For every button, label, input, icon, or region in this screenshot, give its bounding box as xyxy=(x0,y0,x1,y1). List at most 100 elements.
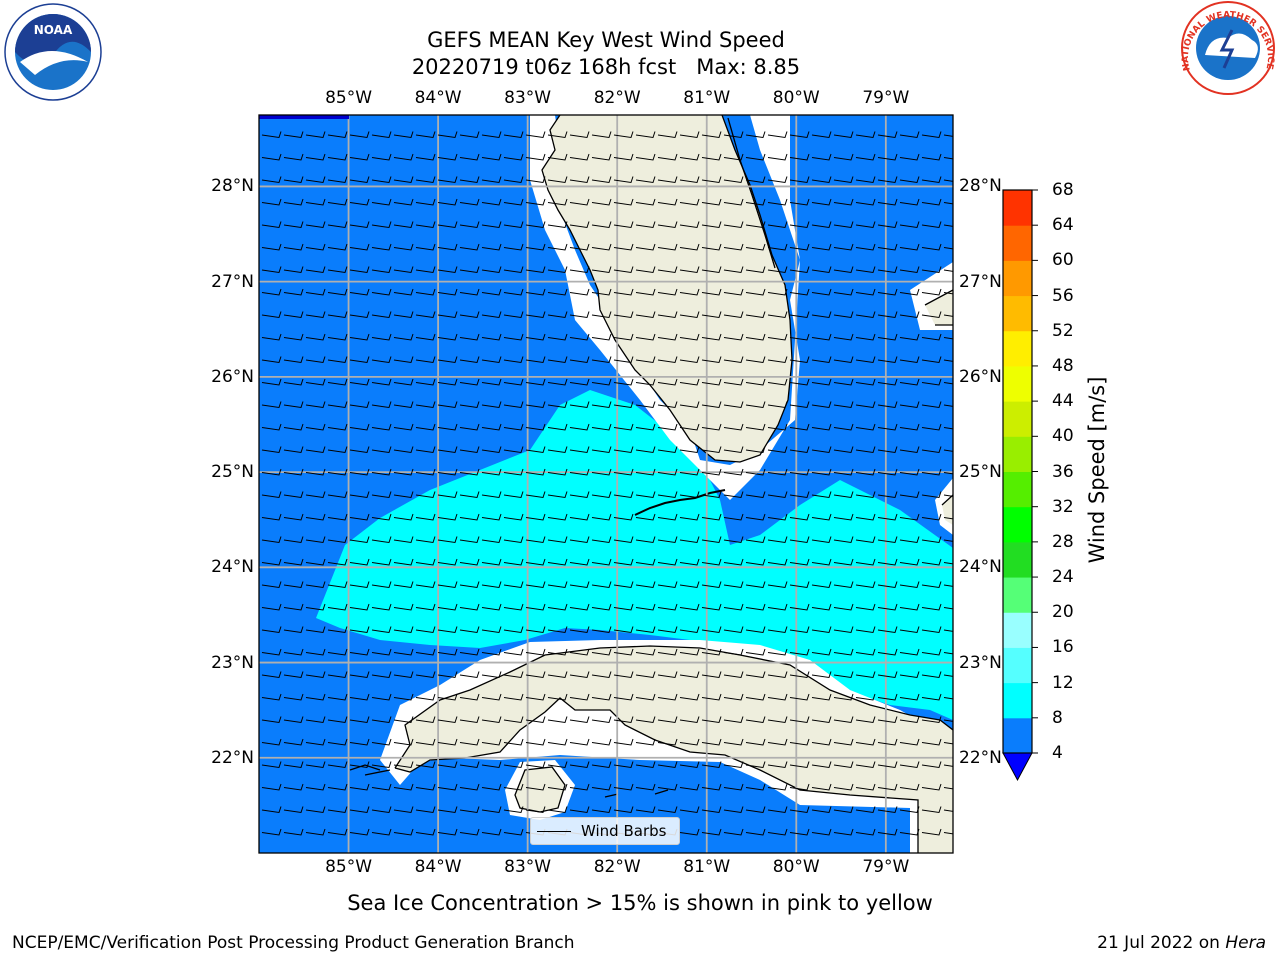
wind-barb xyxy=(591,716,612,724)
wind-barb xyxy=(261,221,282,229)
wind-barb xyxy=(833,198,854,206)
wind-barb xyxy=(305,648,326,656)
wind-barb xyxy=(481,626,502,634)
wind-barb xyxy=(459,626,480,634)
wind-barb xyxy=(943,157,953,160)
wind-barb xyxy=(635,243,656,251)
wind-barb xyxy=(525,198,546,206)
wind-barb xyxy=(877,806,898,814)
wind-barb xyxy=(525,221,546,229)
wind-barb xyxy=(371,491,392,499)
wind-barb xyxy=(745,378,766,386)
wind-barb xyxy=(833,311,854,319)
wind-barb xyxy=(657,468,678,476)
wind-barb xyxy=(437,603,458,611)
wind-barb xyxy=(547,491,568,499)
wind-barb xyxy=(613,266,634,274)
wind-barb xyxy=(745,738,766,746)
wind-barb xyxy=(525,603,546,611)
wind-barb xyxy=(789,288,810,296)
wind-barb xyxy=(503,401,524,409)
wind-barb xyxy=(283,266,304,274)
wind-barb xyxy=(767,716,788,724)
wind-barb xyxy=(459,153,480,161)
wind-barb xyxy=(657,806,678,814)
wind-barb xyxy=(481,333,502,341)
wind-barb xyxy=(899,648,920,656)
wind-barb xyxy=(591,198,612,206)
legend-label: Wind Barbs xyxy=(581,822,667,840)
wind-barb xyxy=(503,333,524,341)
wind-barb xyxy=(657,671,678,679)
wind-barb xyxy=(767,446,788,454)
wind-barb xyxy=(745,221,766,229)
wind-barb xyxy=(745,761,766,769)
wind-barb xyxy=(679,491,700,499)
wind-barb xyxy=(459,288,480,296)
wind-barb xyxy=(349,783,370,791)
wind-barb xyxy=(899,356,920,364)
wind-barb xyxy=(261,806,282,814)
wind-barb xyxy=(261,738,282,746)
wind-barb xyxy=(811,221,832,229)
wind-barb xyxy=(613,783,634,791)
wind-barb xyxy=(459,581,480,589)
wind-barb xyxy=(415,716,436,724)
wind-barb xyxy=(525,581,546,589)
wind-barb xyxy=(767,221,788,229)
wind-barb xyxy=(855,558,876,566)
wind-barb xyxy=(415,761,436,769)
wind-barb xyxy=(261,288,282,296)
colorbar-segment xyxy=(1003,682,1032,719)
wind-barb xyxy=(833,693,854,701)
wind-barb xyxy=(833,288,854,296)
wind-barb xyxy=(811,288,832,296)
wind-barb xyxy=(327,401,348,409)
wind-barb xyxy=(723,558,744,566)
wind-barb xyxy=(481,693,502,701)
wind-barb xyxy=(305,716,326,724)
wind-barb xyxy=(789,671,810,679)
wind-barb xyxy=(811,828,832,836)
wind-barb xyxy=(525,783,546,791)
wind-barb xyxy=(811,266,832,274)
wind-barb xyxy=(745,131,766,139)
wind-barb xyxy=(723,761,744,769)
wind-barb xyxy=(899,221,920,229)
wind-barb xyxy=(305,738,326,746)
wind-barb xyxy=(789,513,810,521)
wind-barb xyxy=(635,671,656,679)
wind-barb xyxy=(371,693,392,701)
wind-barb xyxy=(349,671,370,679)
wind-barb xyxy=(459,558,480,566)
wind-barb xyxy=(415,176,436,184)
wind-barb xyxy=(921,783,942,791)
wind-barb xyxy=(393,333,414,341)
wind-barb xyxy=(811,738,832,746)
wind-barb xyxy=(547,221,568,229)
wind-barb xyxy=(283,378,304,386)
wind-barb xyxy=(635,311,656,319)
wind-barb xyxy=(877,738,898,746)
wind-barb xyxy=(547,468,568,476)
wind-barb xyxy=(547,356,568,364)
wind-barb xyxy=(635,423,656,431)
wind-barb xyxy=(899,401,920,409)
wind-barb xyxy=(899,176,920,184)
wind-barb xyxy=(503,536,524,544)
wind-barb xyxy=(657,311,678,319)
wind-barb xyxy=(371,603,392,611)
wind-barb xyxy=(613,131,634,139)
wind-barb xyxy=(679,378,700,386)
wind-barb xyxy=(833,153,854,161)
wind-barb xyxy=(723,603,744,611)
wind-barb xyxy=(327,333,348,341)
wind-barb xyxy=(437,716,458,724)
wind-barb xyxy=(327,693,348,701)
wind-barb xyxy=(481,266,502,274)
colorbar-extend-min xyxy=(1002,752,1033,782)
wind-barb xyxy=(943,764,953,767)
wind-barb xyxy=(833,401,854,409)
wind-barb xyxy=(789,806,810,814)
wind-barb xyxy=(613,221,634,229)
